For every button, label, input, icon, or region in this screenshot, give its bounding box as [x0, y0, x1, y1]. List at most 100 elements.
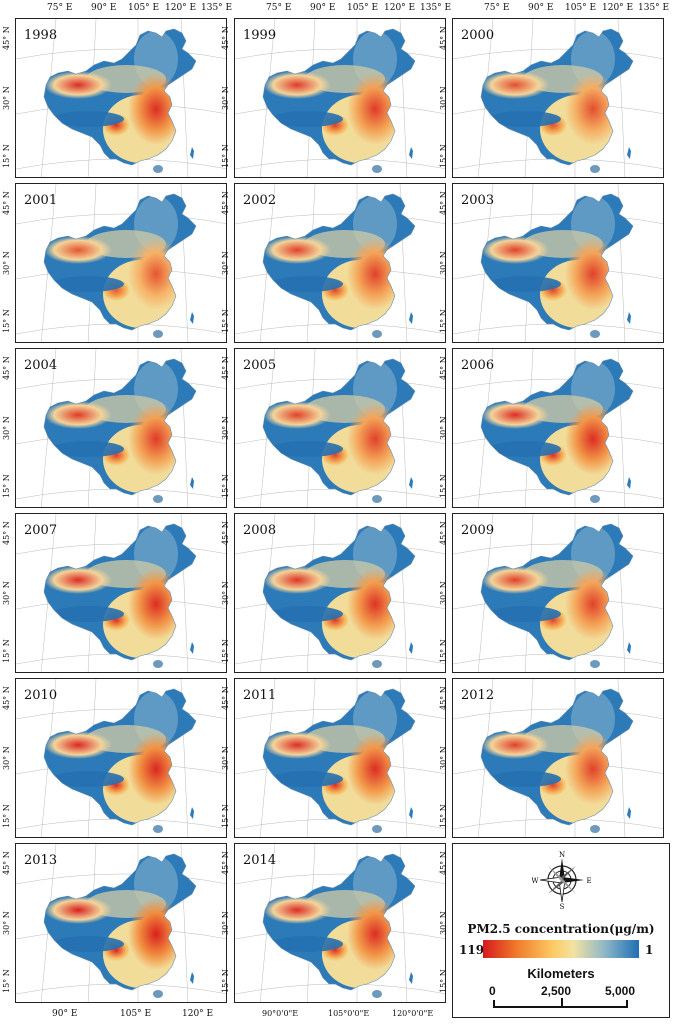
latitude-label: 45° N	[439, 356, 448, 380]
map-panel: 2008	[234, 513, 446, 673]
latitude-label: 45° N	[221, 191, 230, 215]
bottom-longitude-label: 105°0'0"E	[328, 1009, 370, 1018]
pm25-map	[235, 844, 445, 1002]
legend-title: PM2.5 concentration(μg/m)	[467, 922, 655, 936]
latitude-label: 30° N	[439, 746, 448, 770]
compass-w: W	[532, 877, 539, 885]
latitude-label: 45° N	[2, 851, 11, 875]
map-panel: 2005	[234, 348, 446, 508]
latitude-label: 45° N	[2, 26, 11, 50]
map-panel: 2009	[452, 513, 664, 673]
map-panel: 1998	[15, 18, 227, 178]
latitude-label: 30° N	[221, 746, 230, 770]
latitude-label: 30° N	[439, 911, 448, 935]
panel-year-label: 2014	[243, 853, 277, 868]
latitude-label: 15° N	[2, 144, 11, 168]
latitude-label: 30° N	[439, 251, 448, 275]
map-panel: 2014	[234, 843, 446, 1003]
scale-tick-0: 0	[489, 984, 496, 998]
pm25-map	[235, 184, 445, 342]
latitude-label: 30° N	[2, 86, 11, 110]
panel-year-label: 2013	[24, 853, 58, 868]
latitude-label: 30° N	[221, 911, 230, 935]
panel-year-label: 2001	[24, 193, 58, 208]
pm25-map	[453, 514, 663, 672]
map-panel: 2013	[15, 843, 227, 1003]
latitude-label: 15° N	[439, 144, 448, 168]
pm25-map	[453, 679, 663, 837]
bottom-longitude-label: 105° E	[120, 1009, 152, 1019]
scale-bar	[493, 998, 628, 1008]
latitude-label: 15° N	[2, 639, 11, 663]
latitude-label: 30° N	[439, 86, 448, 110]
latitude-label: 15° N	[439, 474, 448, 498]
latitude-label: 30° N	[221, 581, 230, 605]
panel-year-label: 2009	[461, 523, 495, 538]
pm25-map	[235, 349, 445, 507]
panel-year-label: 2004	[24, 358, 58, 373]
longitude-label: 75° E	[266, 3, 292, 13]
latitude-label: 45° N	[439, 851, 448, 875]
map-panel: 2006	[452, 348, 664, 508]
longitude-label: 105° E	[128, 3, 160, 13]
latitude-label: 15° N	[2, 474, 11, 498]
latitude-label: 30° N	[2, 416, 11, 440]
north-arrow-icon: N S E W	[532, 851, 592, 910]
panel-year-label: 2005	[243, 358, 277, 373]
longitude-label: 135° E	[420, 3, 452, 13]
pm25-map	[16, 679, 226, 837]
map-panel: 2011	[234, 678, 446, 838]
pm25-map	[16, 514, 226, 672]
latitude-label: 15° N	[439, 969, 448, 993]
map-panel: 2012	[452, 678, 664, 838]
latitude-label: 45° N	[439, 26, 448, 50]
pm25-map	[16, 844, 226, 1002]
latitude-label: 30° N	[439, 581, 448, 605]
latitude-label: 30° N	[2, 251, 11, 275]
latitude-label: 15° N	[2, 804, 11, 828]
longitude-label: 75° E	[484, 3, 510, 13]
legend-panel: N S E W PM2.5 concentration(μg/m) 119 1 …	[452, 843, 670, 1018]
bottom-longitude-label: 90° E	[52, 1009, 78, 1019]
compass-s: S	[560, 903, 565, 910]
pm25-map	[453, 184, 663, 342]
latitude-label: 45° N	[221, 356, 230, 380]
ramp-max-label: 1	[645, 943, 654, 957]
latitude-label: 30° N	[439, 416, 448, 440]
map-panel: 2007	[15, 513, 227, 673]
latitude-label: 30° N	[221, 86, 230, 110]
panel-year-label: 2007	[24, 523, 58, 538]
latitude-label: 45° N	[439, 521, 448, 545]
latitude-label: 45° N	[2, 356, 11, 380]
longitude-label: 135° E	[201, 3, 233, 13]
longitude-label: 135° E	[638, 3, 670, 13]
panel-year-label: 2011	[243, 688, 277, 703]
pm25-map	[16, 184, 226, 342]
latitude-label: 30° N	[2, 746, 11, 770]
scale-title: Kilometers	[527, 966, 595, 981]
latitude-label: 15° N	[221, 969, 230, 993]
compass-n: N	[559, 851, 565, 859]
longitude-label: 90° E	[528, 3, 554, 13]
bottom-longitude-label: 120° E	[182, 1009, 214, 1019]
ramp-min-label: 119	[459, 943, 485, 957]
map-panel: 2004	[15, 348, 227, 508]
scale-tick-2: 5,000	[605, 984, 636, 998]
pm25-map	[453, 19, 663, 177]
latitude-label: 15° N	[2, 309, 11, 333]
longitude-label: 90° E	[310, 3, 336, 13]
map-panel: 2002	[234, 183, 446, 343]
latitude-label: 15° N	[439, 309, 448, 333]
panel-year-label: 2006	[461, 358, 495, 373]
pm25-map	[235, 679, 445, 837]
longitude-label: 105° E	[347, 3, 379, 13]
map-panel: 2010	[15, 678, 227, 838]
pm25-map	[16, 349, 226, 507]
bottom-longitude-label: 120°0'0"E	[392, 1009, 434, 1018]
latitude-label: 45° N	[439, 191, 448, 215]
panel-year-label: 2000	[461, 28, 495, 43]
color-ramp	[483, 940, 639, 958]
latitude-label: 30° N	[221, 251, 230, 275]
pm25-map	[453, 349, 663, 507]
latitude-label: 15° N	[221, 639, 230, 663]
